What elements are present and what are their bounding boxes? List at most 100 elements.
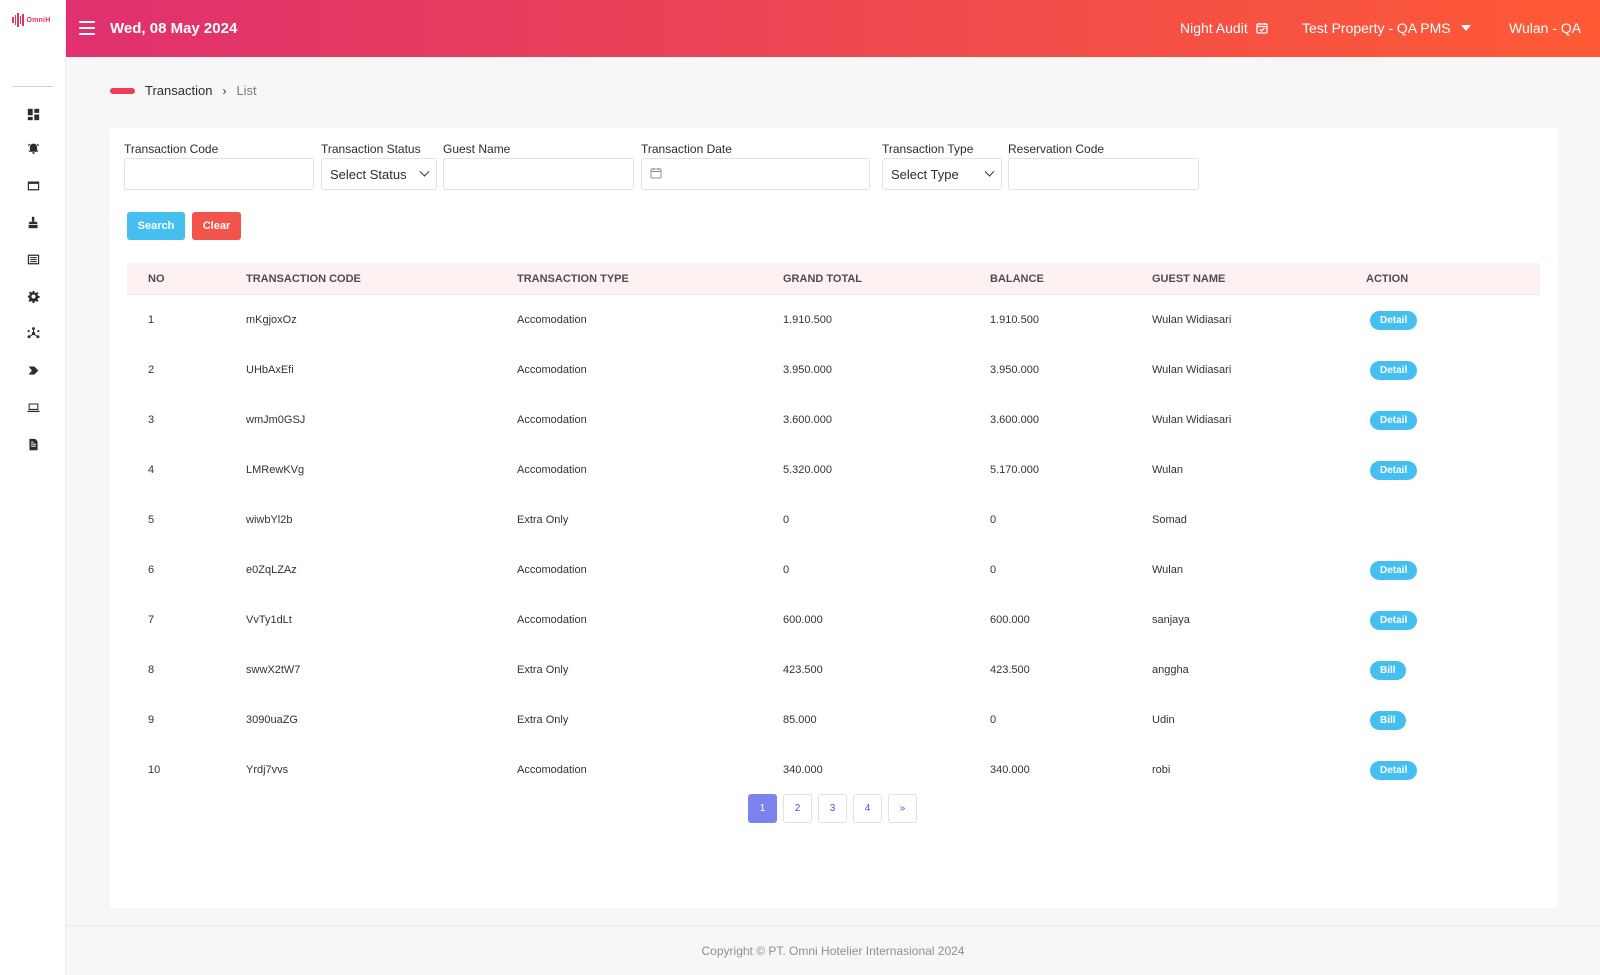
search-button[interactable]: Search [127,212,185,240]
detail-button[interactable]: Detail [1370,760,1418,780]
breadcrumb-separator-icon: › [222,83,227,98]
page-3-button[interactable]: 3 [818,794,847,823]
breadcrumb-transaction[interactable]: Transaction [145,83,213,98]
table-header-row: NO TRANSACTION CODE TRANSACTION TYPE GRA… [127,263,1540,295]
cell-transaction-type: Extra Only [517,514,569,526]
filter-reservation-code: Reservation Code [1008,142,1199,190]
cell-guest-name: Wulan [1152,564,1183,576]
bill-button[interactable]: Bill [1370,710,1406,730]
sidebar-item-dashboard[interactable] [25,106,41,122]
hamburger-menu-button[interactable] [79,21,95,35]
table-row: 8 swwX2tW7 Extra Only 423.500 423.500 anggha B… [127,645,1540,695]
cell-no: 5 [148,514,155,526]
sidebar-item-alerts[interactable] [25,140,41,156]
logo-text: OmniH [26,16,51,24]
transaction-date-label: Transaction Date [641,142,732,156]
sidebar-item-documents[interactable] [25,436,41,452]
sidebar-item-housekeeping[interactable] [25,214,41,230]
col-header-guest-name: GUEST NAME [1152,272,1226,285]
sidebar-item-network[interactable] [25,325,41,341]
col-header-balance: BALANCE [990,272,1044,285]
sidebar-divider [12,86,53,87]
sidebar-item-settings[interactable] [25,288,41,304]
page-4-button[interactable]: 4 [853,794,882,823]
night-audit-button[interactable]: Night Audit [1180,20,1268,36]
sidebar-item-reports[interactable] [25,251,41,267]
sidebar-item-folder[interactable] [25,177,41,193]
cell-balance: 0 [990,714,997,726]
copyright-text: Copyright © PT. Omni Hotelier Internasio… [701,943,965,958]
transaction-code-input[interactable] [124,158,314,190]
cell-transaction-type: Accomodation [517,414,587,426]
cell-transaction-type: Accomodation [517,464,587,476]
bill-button[interactable]: Bill [1370,660,1406,680]
cell-guest-name: Wulan Widiasari [1152,414,1232,426]
cell-no: 10 [148,764,161,776]
logo-mark-icon [12,13,24,27]
property-selector[interactable]: Test Property - QA PMS [1302,20,1471,36]
cell-transaction-code: wmJm0GSJ [246,414,306,426]
cell-no: 4 [148,464,155,476]
transaction-status-label: Transaction Status [321,142,421,156]
cell-grand-total: 0 [783,564,790,576]
guest-name-input[interactable] [443,158,634,190]
table-row: 4 LMRewKVg Accomodation 5.320.000 5.170.000 W… [127,445,1540,495]
transaction-status-value: Select Status [330,166,407,182]
transaction-status-select[interactable]: Select Status [321,158,437,190]
clear-button[interactable]: Clear [192,212,241,240]
cell-grand-total: 3.950.000 [783,364,832,376]
network-icon [27,326,39,338]
detail-button[interactable]: Detail [1370,410,1418,430]
cell-balance: 423.500 [990,664,1030,676]
detail-button[interactable]: Detail [1370,560,1418,580]
detail-button[interactable]: Detail [1370,610,1418,630]
cell-transaction-type: Accomodation [517,564,587,576]
page-1-button[interactable]: 1 [748,794,777,823]
cell-balance: 600.000 [990,614,1030,626]
table-row: 3 wmJm0GSJ Accomodation 3.600.000 3.600.000 W… [127,395,1540,445]
cell-guest-name: Wulan [1152,464,1183,476]
cell-grand-total: 423.500 [783,664,823,676]
cell-guest-name: anggha [1152,664,1189,676]
cell-transaction-type: Extra Only [517,664,569,676]
table-row: 6 e0ZqLZAz Accomodation 0 0 Wulan Detail [127,545,1540,595]
next-page-button[interactable]: » [888,794,917,823]
cell-transaction-code: VvTy1dLt [246,614,292,626]
detail-button[interactable]: Detail [1370,460,1418,480]
filter-transaction-type: Transaction Type Select Type [882,142,1002,190]
table-row: 1 mKgjoxOz Accomodation 1.910.500 1.910.500 W… [127,295,1540,345]
housekeeping-icon [28,216,38,228]
col-header-code: TRANSACTION CODE [246,272,361,285]
sidebar-item-tags[interactable] [25,362,41,378]
detail-button[interactable]: Detail [1370,310,1418,330]
cell-balance: 3.600.000 [990,414,1039,426]
sidebar-item-devices[interactable] [25,399,41,415]
cell-transaction-code: Yrdj7vvs [246,764,289,776]
cell-transaction-type: Extra Only [517,714,569,726]
current-date: Wed, 08 May 2024 [110,20,238,37]
brand-logo[interactable]: OmniH [12,12,56,28]
alarm-bell-icon [27,143,39,154]
cell-grand-total: 3.600.000 [783,414,832,426]
gear-icon [27,290,40,303]
table-row: 2 UHbAxEfi Accomodation 3.950.000 3.950.000 W… [127,345,1540,395]
page-2-button[interactable]: 2 [783,794,812,823]
cell-grand-total: 600.000 [783,614,823,626]
cell-transaction-type: Accomodation [517,314,587,326]
cell-transaction-code: wiwbYl2b [246,514,293,526]
table-row: 9 3090uaZG Extra Only 85.000 0 Udin Bill [127,695,1540,745]
detail-button[interactable]: Detail [1370,360,1418,380]
table-body: 1 mKgjoxOz Accomodation 1.910.500 1.910.500 W… [127,295,1540,795]
transaction-type-select[interactable]: Select Type [882,158,1002,190]
chevron-down-icon [419,166,430,177]
cell-transaction-code: mKgjoxOz [246,314,297,326]
cell-transaction-code: e0ZqLZAz [246,564,297,576]
cell-no: 1 [148,314,155,326]
reservation-code-input[interactable] [1008,158,1199,190]
report-list-icon [27,254,39,264]
cell-grand-total: 85.000 [783,714,817,726]
transaction-table: NO TRANSACTION CODE TRANSACTION TYPE GRA… [127,263,1540,795]
transaction-date-picker[interactable] [641,158,870,190]
user-menu[interactable]: Wulan - QA [1509,20,1582,36]
cell-guest-name: Wulan Widiasari [1152,364,1232,376]
